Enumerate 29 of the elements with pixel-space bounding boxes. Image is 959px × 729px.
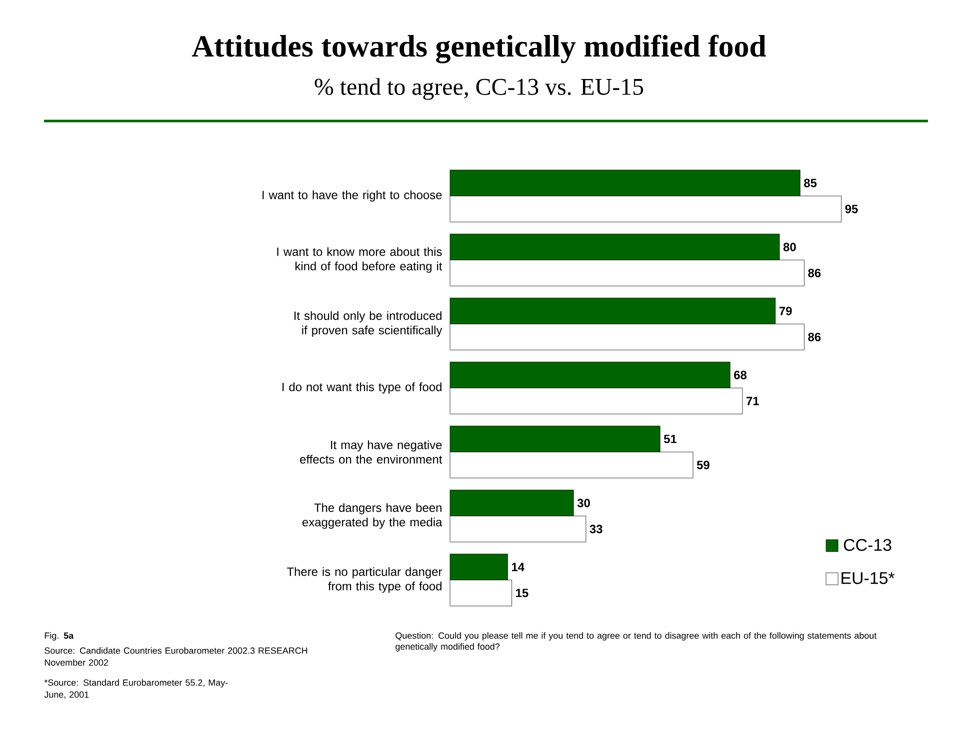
text: *Source: Standard Eurobarometer 55.2, May-June, 2001 <box>44 679 228 699</box>
data-label: 86 <box>808 332 821 342</box>
data-label: 15 <box>516 588 528 598</box>
data-label: 86 <box>808 268 821 278</box>
data-label: 14 <box>512 562 524 572</box>
data-label: 68 <box>734 370 747 380</box>
y-tick-label: The dangers have been exaggerated by the media <box>302 503 442 529</box>
y-tick-label: There is no particular danger from this type of food <box>287 567 442 593</box>
data-label: 79 <box>779 306 792 316</box>
data-label: 80 <box>783 242 796 252</box>
text: Question: Could you please tell me if you tend to agree or tend to disagree with each of the following statements about genetically modified food? <box>396 632 877 652</box>
chart-title: Attitudes towards genetically modified food <box>192 34 766 64</box>
data-label: 95 <box>845 204 858 214</box>
y-tick-label: It may have negative effects on the environment <box>300 440 442 464</box>
y-tick-label: I want to have the right to choose <box>262 190 442 202</box>
chart-subtitle: % tend to agree, CC-13 vs. EU-15 <box>314 78 644 100</box>
legend-label: CC-13 <box>844 538 892 551</box>
source-note: Source: Candidate Countries Eurobarometer 2002.3 RESEARCH November 2002 <box>44 647 308 666</box>
text: Fig. 5a <box>44 632 74 641</box>
data-label: 33 <box>590 524 602 534</box>
data-label: 59 <box>696 460 710 470</box>
y-tick-label: It should only be introduced if proven safe scientifically <box>294 311 442 337</box>
data-label: 30 <box>577 498 590 508</box>
data-label: 85 <box>804 178 817 188</box>
y-tick-label: I do not want this type of food <box>282 382 442 394</box>
y-tick-label: I want to know more about this kind of food before eating it <box>277 247 442 273</box>
legend-label: EU-15* <box>842 572 895 584</box>
data-label: 71 <box>746 396 759 406</box>
data-label: 51 <box>664 434 677 444</box>
